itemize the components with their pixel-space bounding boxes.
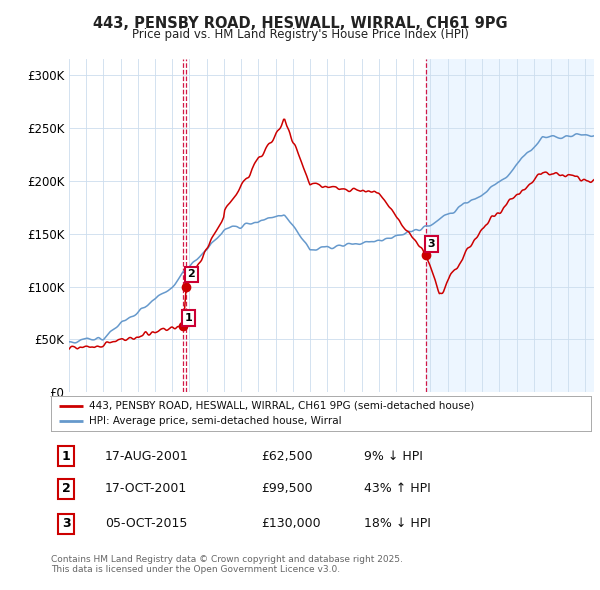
Text: 3: 3: [428, 239, 436, 249]
Text: 443, PENSBY ROAD, HESWALL, WIRRAL, CH61 9PG (semi-detached house): 443, PENSBY ROAD, HESWALL, WIRRAL, CH61 …: [89, 401, 474, 411]
Bar: [427, 59, 594, 392]
Text: 2: 2: [62, 483, 70, 496]
Text: £130,000: £130,000: [262, 517, 321, 530]
Text: This data is licensed under the Open Government Licence v3.0.: This data is licensed under the Open Gov…: [51, 565, 340, 574]
Text: Price paid vs. HM Land Registry's House Price Index (HPI): Price paid vs. HM Land Registry's House …: [131, 28, 469, 41]
Text: 443, PENSBY ROAD, HESWALL, WIRRAL, CH61 9PG: 443, PENSBY ROAD, HESWALL, WIRRAL, CH61 …: [92, 16, 508, 31]
Text: 1: 1: [184, 313, 192, 323]
Text: 3: 3: [62, 517, 70, 530]
Text: £62,500: £62,500: [262, 450, 313, 463]
Text: 17-OCT-2001: 17-OCT-2001: [105, 483, 187, 496]
Text: 05-OCT-2015: 05-OCT-2015: [105, 517, 187, 530]
Text: HPI: Average price, semi-detached house, Wirral: HPI: Average price, semi-detached house,…: [89, 417, 341, 427]
Text: 17-AUG-2001: 17-AUG-2001: [105, 450, 189, 463]
Text: 43% ↑ HPI: 43% ↑ HPI: [364, 483, 431, 496]
Text: 9% ↓ HPI: 9% ↓ HPI: [364, 450, 423, 463]
Text: Contains HM Land Registry data © Crown copyright and database right 2025.: Contains HM Land Registry data © Crown c…: [51, 555, 403, 563]
Text: 18% ↓ HPI: 18% ↓ HPI: [364, 517, 431, 530]
Text: 2: 2: [187, 270, 195, 279]
Text: £99,500: £99,500: [262, 483, 313, 496]
Text: 1: 1: [62, 450, 70, 463]
